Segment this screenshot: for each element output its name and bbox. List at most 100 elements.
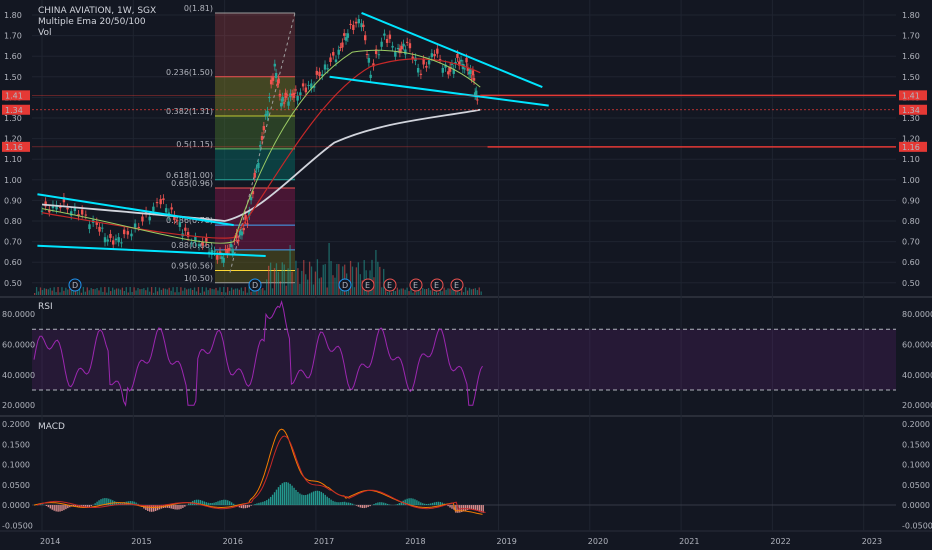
- macd-histogram-bar: [451, 505, 453, 509]
- candle-body: [190, 242, 193, 244]
- candle-body: [299, 92, 302, 96]
- candle-body: [103, 237, 107, 243]
- right-price-label: 0.90: [902, 196, 920, 205]
- volume-bar: [133, 287, 135, 295]
- volume-bar: [455, 290, 457, 295]
- candle-body: [205, 237, 208, 242]
- event-marker-label: E: [387, 281, 392, 290]
- macd-histogram-bar: [367, 505, 369, 508]
- candle-body: [229, 243, 233, 248]
- candle-body: [240, 231, 244, 236]
- macd-histogram-bar: [223, 499, 225, 506]
- right-price-label: 0.80: [902, 217, 920, 226]
- volume-bar: [172, 287, 174, 295]
- right-price-label: 1.00: [902, 176, 920, 185]
- candle-body: [273, 63, 277, 67]
- x-axis-label: 2015: [131, 537, 151, 546]
- candle-body: [406, 41, 409, 43]
- volume-bar: [41, 290, 44, 295]
- macd-histogram-bar: [478, 505, 480, 512]
- x-axis-label: 2020: [588, 537, 608, 546]
- volume-bar: [330, 261, 332, 295]
- macd-right-axis-label: 0.2000: [902, 420, 930, 429]
- volume-bar: [55, 292, 57, 295]
- macd-histogram-bar: [102, 498, 104, 506]
- macd-histogram-bar: [209, 503, 211, 506]
- candle-body: [122, 229, 126, 235]
- macd-histogram-bar: [178, 505, 180, 510]
- candle-body: [404, 49, 407, 55]
- volume-bar: [244, 287, 246, 295]
- volume-bar: [229, 290, 231, 295]
- volume-bar: [94, 289, 96, 295]
- volume-bar: [240, 287, 242, 295]
- candle-body: [323, 64, 327, 70]
- candle-body: [173, 215, 176, 221]
- macd-histogram-bar: [145, 505, 147, 510]
- volume-bar: [67, 289, 69, 295]
- candle-body: [357, 18, 361, 24]
- macd-histogram-bar: [293, 487, 295, 506]
- macd-histogram-bar: [410, 498, 412, 506]
- macd-histogram-bar: [268, 498, 270, 506]
- volume-indicator-label[interactable]: Vol: [38, 28, 52, 38]
- volume-bar: [203, 291, 205, 295]
- x-axis-label: 2023: [862, 537, 882, 546]
- volume-bar: [262, 288, 264, 295]
- candle-body: [367, 57, 371, 63]
- volume-bar: [43, 288, 46, 295]
- volume-bar: [78, 287, 81, 295]
- fib-trend-line: [229, 12, 296, 273]
- candle-body: [260, 135, 264, 140]
- volume-bar: [256, 288, 258, 295]
- macd-histogram-bar: [254, 504, 256, 506]
- volume-bar: [211, 288, 213, 295]
- volume-bar: [49, 287, 51, 295]
- volume-bar: [168, 287, 170, 295]
- volume-bar: [199, 292, 202, 295]
- candle-body: [332, 52, 335, 56]
- candle-body: [155, 202, 159, 204]
- candle-body: [321, 74, 324, 76]
- volume-bar: [117, 288, 120, 295]
- volume-bar: [383, 268, 385, 295]
- volume-bar: [225, 292, 227, 295]
- candle-body: [396, 47, 400, 50]
- volume-bar: [385, 287, 387, 295]
- volume-bar: [404, 289, 406, 295]
- price-badge-left: [2, 90, 30, 101]
- candle-body: [80, 209, 84, 215]
- volume-bar: [100, 287, 102, 295]
- candle-body: [400, 45, 403, 50]
- macd-title[interactable]: MACD: [38, 422, 65, 432]
- symbol-title[interactable]: CHINA AVIATION, 1W, SGX: [38, 6, 157, 16]
- candle-body: [372, 63, 375, 67]
- candle-body: [109, 233, 112, 238]
- ema-indicator-label[interactable]: Multiple Ema 20/50/100: [38, 17, 146, 27]
- rsi-right-axis-label: 40.0000: [902, 371, 932, 380]
- volume-bar: [478, 287, 480, 295]
- volume-bar: [289, 245, 291, 295]
- volume-bar: [108, 287, 110, 295]
- volume-bar: [359, 274, 361, 295]
- volume-bar: [188, 288, 190, 295]
- volume-bar: [248, 287, 250, 295]
- left-price-label: 1.70: [4, 32, 22, 41]
- macd-histogram-bar: [365, 505, 367, 508]
- candle-body: [364, 35, 367, 41]
- candle-body: [197, 244, 201, 247]
- volume-bar: [466, 290, 469, 295]
- candle-body: [120, 242, 123, 244]
- volume-bar: [59, 292, 61, 295]
- rsi-right-axis-label: 20.0000: [902, 401, 932, 410]
- volume-bar: [246, 292, 248, 295]
- candle-body: [152, 206, 155, 212]
- fib-zone: [215, 115, 295, 149]
- volume-bar: [162, 288, 164, 295]
- candle-body: [447, 71, 450, 75]
- volume-bar: [439, 287, 441, 295]
- volume-bar: [371, 259, 373, 295]
- rsi-title[interactable]: RSI: [38, 302, 53, 312]
- macd-histogram-bar: [90, 505, 92, 507]
